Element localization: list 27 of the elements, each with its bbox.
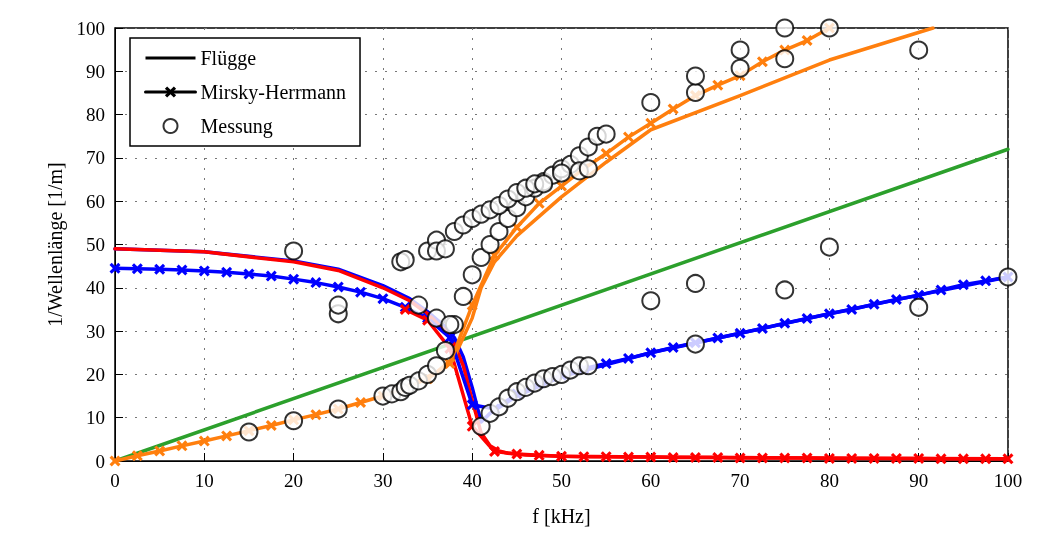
x-tick-label: 0 [110, 470, 120, 491]
y-tick-label: 0 [95, 450, 105, 472]
x-tick-label: 50 [552, 470, 571, 491]
x-tick-label: 40 [462, 470, 482, 491]
legend-label: Flügge [200, 47, 257, 70]
x-tick-label: 80 [819, 470, 839, 491]
x-axis-title: f [kHz] [532, 505, 591, 527]
legend-label: Mirsky-Herrmann [200, 81, 347, 104]
y-tick-label: 50 [86, 234, 105, 255]
y-tick-label: 40 [86, 277, 105, 299]
y-tick-label: 70 [86, 147, 105, 169]
y-axis-title: 1/Wellenlänge [1/m] [44, 162, 67, 327]
y-tick-label: 100 [76, 17, 105, 39]
y-tick-label: 10 [86, 407, 105, 429]
legend-label: Messung [200, 115, 273, 138]
y-tick-label: 80 [86, 104, 105, 126]
y-tick-label: 60 [86, 190, 105, 212]
x-tick-label: 30 [373, 470, 393, 491]
x-tick-label: 90 [909, 470, 929, 491]
x-tick-label: 60 [641, 470, 661, 491]
y-tick-label: 30 [86, 320, 105, 342]
x-tick-label: 20 [284, 470, 304, 491]
y-tick-label: 90 [86, 60, 105, 82]
y-tick-label: 20 [86, 363, 105, 385]
x-tick-label: 10 [194, 470, 214, 491]
x-tick-label: 100 [993, 470, 1023, 491]
x-tick-label: 70 [730, 470, 750, 491]
